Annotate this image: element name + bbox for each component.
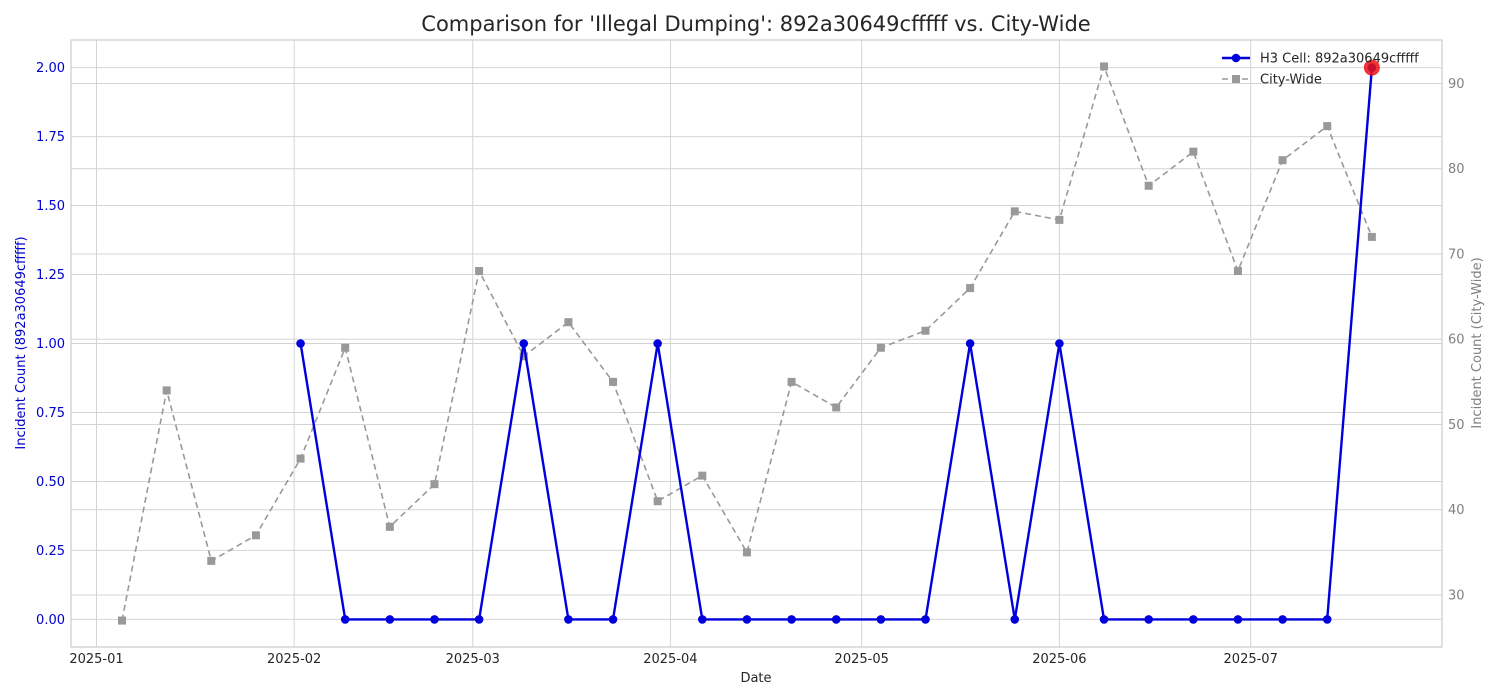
data-point (832, 403, 841, 412)
legend: H3 Cell: 892a30649cfffff City-Wide (1222, 52, 1419, 88)
data-point (1323, 122, 1332, 131)
data-point (296, 454, 305, 463)
data-point (519, 352, 528, 361)
data-point (1099, 615, 1109, 624)
right-y-ticks: 30 40 50 60 70 80 90 (1448, 77, 1465, 604)
data-point (341, 343, 350, 352)
data-point (742, 548, 751, 557)
data-point (1100, 62, 1109, 71)
data-point (118, 616, 127, 625)
x-tick-label: 2025-06 (1032, 652, 1086, 667)
left-y-tick-label: 0.25 (36, 544, 65, 559)
data-point (385, 615, 395, 624)
left-y-tick-label: 0.50 (36, 475, 65, 490)
data-point (876, 343, 885, 352)
city-wide-series (118, 62, 1376, 625)
x-tick-label: 2025-03 (446, 652, 500, 667)
x-tick-label: 2025-04 (643, 652, 697, 667)
data-point (519, 339, 529, 348)
x-tick-label: 2025-01 (69, 652, 123, 667)
right-y-tick-label: 70 (1448, 247, 1465, 262)
left-y-axis-label: Incident Count (892a30649cfffff) (14, 236, 29, 449)
data-point (742, 615, 752, 624)
data-point (1278, 156, 1287, 165)
legend-marker (1231, 53, 1241, 63)
x-tick-label: 2025-05 (835, 652, 889, 667)
data-point (831, 615, 841, 624)
data-point (1144, 181, 1153, 190)
data-point (609, 377, 618, 386)
left-y-tick-label: 1.50 (36, 199, 65, 214)
data-point (340, 615, 350, 624)
data-point (474, 615, 484, 624)
right-y-tick-label: 50 (1448, 418, 1465, 433)
grid (71, 40, 1442, 647)
data-point (921, 615, 930, 624)
data-point (921, 326, 930, 335)
data-point (697, 615, 707, 624)
data-point (608, 615, 618, 624)
data-point (207, 556, 216, 565)
data-point (1322, 615, 1332, 624)
data-point (966, 284, 975, 293)
data-point (162, 386, 171, 395)
plot-frame (70, 39, 1443, 648)
x-ticks: 2025-01 2025-02 2025-03 2025-04 2025-05 2025-… (69, 652, 1278, 667)
data-point (1189, 615, 1198, 624)
left-y-tick-label: 1.00 (36, 337, 65, 352)
data-point (296, 339, 305, 348)
data-point (564, 318, 573, 327)
right-y-tick-label: 30 (1448, 588, 1465, 603)
data-point (1055, 339, 1064, 348)
series-line-1 (121, 65, 1373, 621)
data-point (564, 615, 573, 624)
highlight-point (1363, 59, 1380, 76)
data-point (385, 522, 394, 531)
x-tick-label: 2025-07 (1224, 652, 1278, 667)
data-point (1367, 232, 1376, 241)
data-point (430, 480, 439, 489)
data-point (1278, 615, 1287, 624)
data-point (1189, 147, 1198, 156)
left-y-ticks: 0.00 0.25 0.50 0.75 1.00 1.25 1.50 1.75 2.00 (36, 61, 65, 628)
data-point (876, 615, 886, 624)
left-y-tick-label: 0.75 (36, 406, 65, 421)
left-y-tick-label: 0.00 (36, 613, 65, 628)
data-point (1055, 215, 1064, 224)
right-y-tick-label: 80 (1448, 162, 1465, 177)
data-point (475, 267, 484, 276)
data-point (653, 497, 662, 506)
legend-label: H3 Cell: 892a30649cfffff (1260, 52, 1419, 67)
data-point (698, 471, 707, 480)
data-point (787, 377, 796, 386)
data-point (1010, 615, 1020, 624)
legend-marker (1232, 75, 1240, 83)
x-tick-label: 2025-02 (267, 652, 321, 667)
data-point (1010, 207, 1019, 216)
left-y-tick-label: 1.25 (36, 268, 65, 283)
right-y-tick-label: 40 (1448, 503, 1465, 518)
legend-label: City-Wide (1260, 73, 1322, 88)
chart-title: Comparison for 'Illegal Dumping': 892a30… (421, 12, 1090, 36)
data-point (1233, 267, 1242, 276)
data-point (787, 615, 796, 624)
right-y-tick-label: 90 (1448, 77, 1465, 92)
right-y-tick-label: 60 (1448, 333, 1465, 348)
data-point (430, 615, 439, 624)
left-y-tick-label: 2.00 (36, 61, 65, 76)
data-point (251, 531, 260, 540)
data-point (1144, 615, 1153, 624)
data-point (653, 339, 662, 348)
left-y-tick-label: 1.75 (36, 130, 65, 145)
x-axis-label: Date (740, 671, 771, 686)
right-y-axis-label: Incident Count (City-Wide) (1470, 257, 1485, 428)
data-point (1233, 615, 1243, 624)
data-point (965, 339, 975, 348)
h3-cell-series (296, 59, 1380, 624)
